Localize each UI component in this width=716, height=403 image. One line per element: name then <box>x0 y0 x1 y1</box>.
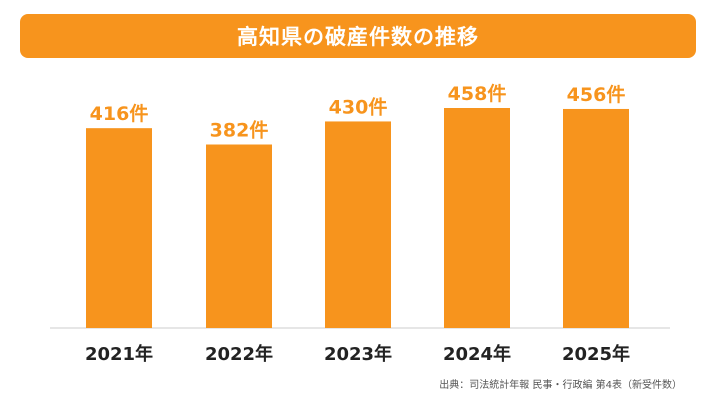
source-note: 出典：司法統計年報 民事・行政編 第4表（新受件数） <box>439 380 682 391</box>
bars-group: 416件 2021年 382件 2022年 430件 2023年 458件 2024年 456件… <box>85 82 630 365</box>
bar-2 <box>325 121 391 328</box>
category-label-2: 2023年 <box>324 343 392 365</box>
bar-0 <box>86 128 152 328</box>
bar-1 <box>206 144 272 328</box>
value-label-0: 416件 <box>90 102 149 125</box>
value-label-3: 458件 <box>448 82 507 105</box>
value-label-2: 430件 <box>329 95 388 118</box>
chart-title: 高知県の破産件数の推移 <box>20 14 696 58</box>
bar-3 <box>444 108 510 328</box>
category-label-3: 2024年 <box>443 343 511 365</box>
category-label-0: 2021年 <box>85 343 153 365</box>
category-label-1: 2022年 <box>205 343 273 365</box>
category-label-4: 2025年 <box>562 343 630 365</box>
value-label-1: 382件 <box>210 119 269 142</box>
bar-4 <box>563 108 629 329</box>
value-label-4: 456件 <box>567 83 626 106</box>
